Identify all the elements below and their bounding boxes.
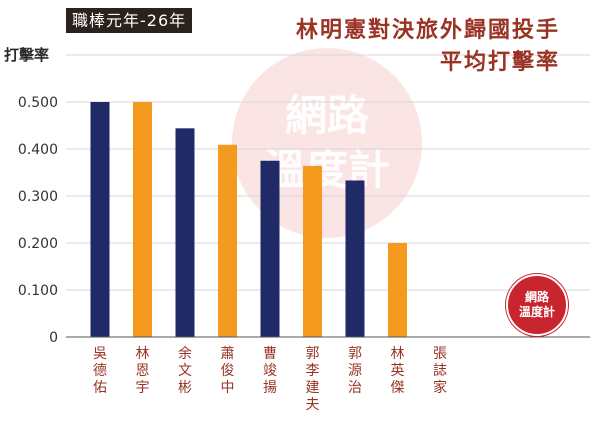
grid-lines (66, 54, 590, 291)
x-tick-label: 吳德佑 (93, 346, 107, 396)
y-tick-label: 0.200 (18, 236, 58, 252)
y-tick-label: 0.400 (18, 142, 58, 158)
y-tick-label: 0.300 (18, 189, 58, 205)
x-tick-labels: 吳德佑 林恩宇 余文彬 蕭俊中 曹竣揚 郭李建夫 郭源治 林英傑 張誌家 (93, 345, 447, 413)
y-tick-labels: 0 0.100 0.200 0.300 0.400 0.500 (18, 95, 58, 346)
x-tick-label: 張誌家 (433, 346, 447, 396)
bar-2 (133, 102, 152, 337)
watermark-line-2: 溫度計 (263, 145, 390, 194)
bar-3 (175, 128, 195, 337)
y-tick-label: 0 (49, 330, 58, 346)
bars (90, 102, 407, 337)
bar-1 (90, 102, 110, 337)
bar-7 (345, 180, 365, 337)
bar-8 (388, 243, 407, 337)
bar-5 (260, 160, 280, 337)
y-tick-label: 0.100 (18, 283, 58, 299)
y-tick-label: 0.500 (18, 95, 58, 111)
logo-line-1: 網路 (524, 290, 549, 304)
watermark-line-1: 網路 (284, 91, 369, 140)
brand-logo: 網路 溫度計 (506, 274, 568, 336)
x-tick-label: 余文彬 (178, 345, 192, 396)
era-badge: 職棒元年-26年 (66, 8, 193, 33)
x-tick-label: 林恩宇 (136, 346, 150, 396)
x-tick-label: 林英傑 (391, 346, 405, 396)
x-tick-label: 蕭俊中 (221, 346, 235, 396)
bar-6 (303, 165, 322, 337)
x-tick-label: 曹竣揚 (263, 346, 277, 396)
x-tick-label: 郭李建夫 (306, 345, 320, 413)
chart-title-line-1: 林明憲對決旅外歸國投手 (295, 18, 560, 43)
y-axis-label: 打擊率 (4, 46, 50, 64)
logo-line-2: 溫度計 (518, 305, 555, 319)
bar-4 (218, 144, 237, 337)
x-tick-label: 郭源治 (348, 345, 362, 396)
chart-title-line-2: 平均打擊率 (439, 50, 560, 75)
